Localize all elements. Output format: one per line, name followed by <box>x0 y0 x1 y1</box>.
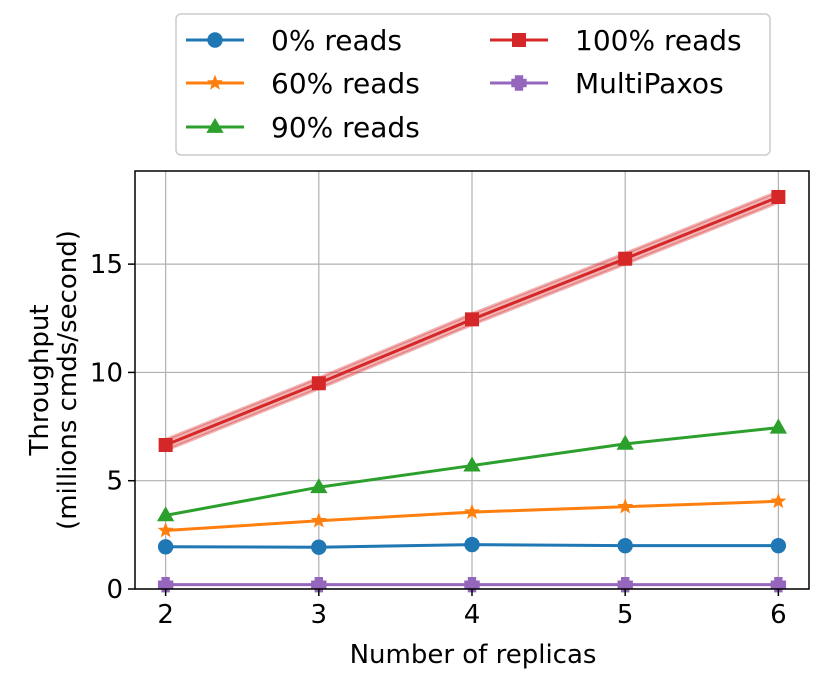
data-point <box>770 492 787 509</box>
data-point <box>207 74 223 90</box>
series-100-reads <box>158 189 786 452</box>
data-point <box>464 536 480 553</box>
x-axis-label: Number of replicas <box>350 640 597 670</box>
data-point <box>158 437 173 452</box>
x-tick-label: 4 <box>464 600 481 630</box>
data-point <box>157 539 174 555</box>
legend-item: 90% reads <box>186 111 420 144</box>
data-point <box>463 456 481 472</box>
data-point <box>464 503 480 519</box>
x-tick-label: 2 <box>157 600 174 630</box>
legend-item: 0% reads <box>186 24 402 57</box>
y-axis-label-line1: Throughput <box>25 304 55 456</box>
data-point <box>618 251 633 266</box>
y-tick-label: 0 <box>106 575 123 605</box>
legend-box <box>175 13 771 156</box>
y-tick-label: 15 <box>90 250 123 280</box>
data-point <box>156 506 175 522</box>
legend-label: MultiPaxos <box>575 67 724 100</box>
series-90-reads <box>156 418 788 522</box>
y-axis-label-line2: (millions cmds/second) <box>53 230 83 530</box>
legend: 0% reads 60% reads 90% reads 100% reads Mult… <box>175 13 771 156</box>
data-point <box>157 522 174 538</box>
data-point <box>465 312 479 327</box>
data-point <box>770 537 787 554</box>
data-point <box>617 498 634 514</box>
data-point <box>512 33 526 47</box>
series-0-reads <box>157 536 787 555</box>
y-tick-label: 5 <box>106 467 123 497</box>
x-tick-label: 6 <box>770 600 787 630</box>
legend-label: 60% reads <box>271 67 420 100</box>
data-point <box>771 189 786 204</box>
axis-ticks: 2 3 4 5 6 0 5 10 15 <box>90 250 787 630</box>
data-point <box>207 32 223 48</box>
data-point <box>310 512 327 528</box>
x-tick-label: 5 <box>617 600 634 630</box>
x-tick-label: 3 <box>311 600 328 630</box>
series-lines <box>156 189 788 593</box>
legend-label: 90% reads <box>271 111 420 144</box>
legend-label: 100% reads <box>575 24 742 57</box>
legend-label: 0% reads <box>271 24 402 57</box>
data-point <box>311 539 327 555</box>
data-point <box>769 418 788 434</box>
data-point <box>311 376 326 391</box>
data-point <box>310 478 328 494</box>
series-60-reads <box>157 492 787 538</box>
legend-item: MultiPaxos <box>490 67 724 100</box>
data-point <box>617 537 633 554</box>
legend-item: 100% reads <box>490 24 742 57</box>
data-point <box>616 434 634 450</box>
y-tick-label: 10 <box>90 358 123 388</box>
data-point <box>206 117 224 133</box>
legend-item: 60% reads <box>186 67 420 100</box>
data-point <box>511 75 527 91</box>
